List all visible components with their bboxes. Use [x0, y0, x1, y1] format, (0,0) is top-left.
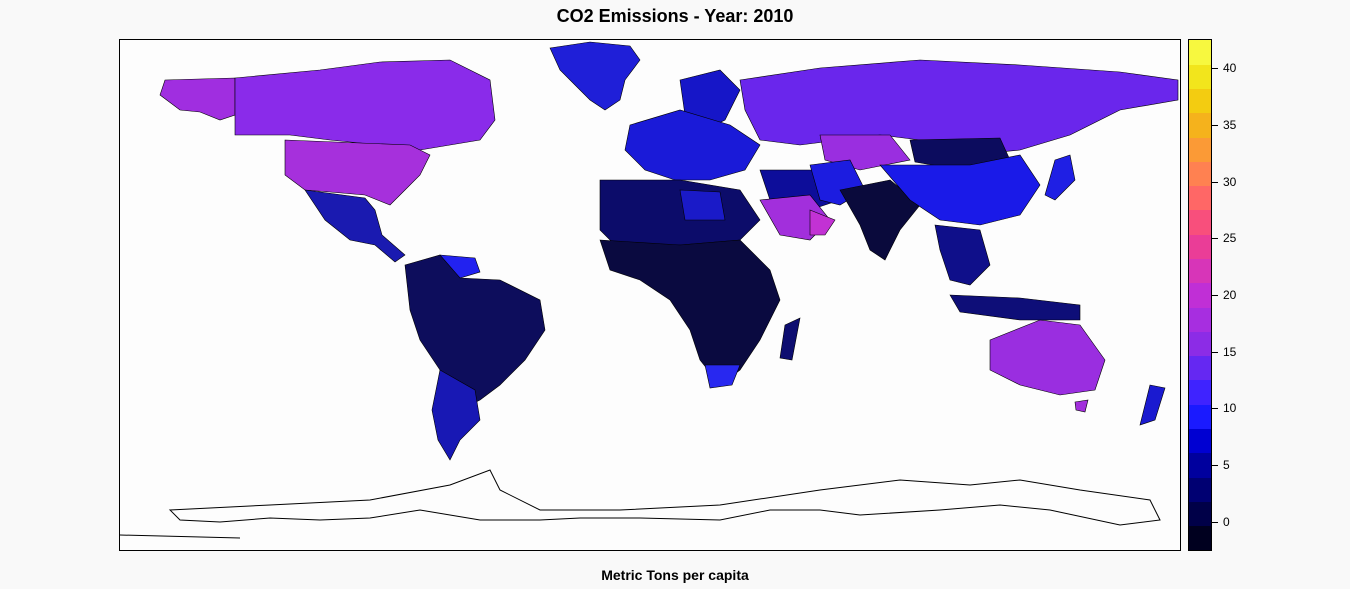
colorbar-band [1189, 234, 1211, 260]
colorbar-band [1189, 428, 1211, 454]
region-libya [679, 189, 726, 221]
region-greenland [549, 41, 641, 111]
region-japan [1044, 154, 1076, 201]
colorbar-tick [1212, 408, 1218, 410]
colorbar-band [1189, 452, 1211, 478]
colorbar-band [1189, 210, 1211, 235]
colorbar-tick [1212, 125, 1218, 126]
region-africa [599, 239, 781, 386]
colorbar-tick [1212, 68, 1218, 70]
region-usa [284, 139, 431, 206]
colorbar-tick-label: 5 [1223, 458, 1230, 472]
colorbar-tick-label: 25 [1223, 231, 1237, 246]
region-alaska [159, 77, 236, 121]
region-antarctica [120, 469, 1161, 539]
colorbar-band [1189, 88, 1211, 114]
colorbar-tick [1212, 181, 1218, 183]
region-argentina-chile [431, 369, 481, 461]
legend-label: Metric Tons per capita [601, 567, 749, 583]
colorbar-band [1189, 307, 1211, 332]
colorbar [1188, 39, 1212, 551]
colorbar-tick [1212, 351, 1218, 353]
colorbar-band [1189, 40, 1211, 65]
colorbar-band [1189, 185, 1211, 211]
colorbar-band [1189, 161, 1211, 187]
colorbar-band [1189, 112, 1211, 138]
colorbar-band [1189, 404, 1211, 430]
region-mexico [304, 189, 406, 263]
world-map-svg [120, 41, 1179, 539]
region-south-america [404, 254, 546, 411]
colorbar-tick-label: 30 [1223, 174, 1237, 189]
region-new-zealand [1139, 384, 1166, 426]
region-australia [989, 319, 1106, 396]
colorbar-band [1189, 355, 1211, 381]
colorbar-tick [1212, 465, 1218, 466]
colorbar-band [1189, 477, 1211, 502]
colorbar-tick [1212, 238, 1218, 240]
region-madagascar [779, 317, 801, 361]
colorbar-tick-label: 40 [1223, 61, 1237, 76]
world-map [119, 39, 1181, 551]
colorbar-tick-label: 20 [1223, 288, 1237, 302]
region-india [839, 179, 921, 261]
colorbar-tick [1212, 521, 1218, 523]
colorbar-band [1189, 137, 1211, 162]
region-canada [234, 59, 496, 151]
region-russia [739, 59, 1179, 156]
colorbar-band [1189, 380, 1211, 405]
region-china [879, 154, 1041, 226]
colorbar-tick-label: 15 [1223, 344, 1237, 359]
region-indonesia [949, 294, 1081, 321]
colorbar-tick-label: 0 [1223, 514, 1230, 529]
colorbar-band [1189, 258, 1211, 284]
colorbar-band [1189, 282, 1211, 308]
colorbar-tick [1212, 295, 1218, 296]
region-oman [809, 209, 836, 236]
colorbar-band [1189, 331, 1211, 357]
region-tasmania [1074, 399, 1089, 413]
region-europe [624, 109, 761, 181]
colorbar-tick-label: 35 [1223, 118, 1237, 132]
chart-title: CO2 Emissions - Year: 2010 [556, 6, 794, 26]
colorbar-band [1189, 64, 1211, 90]
colorbar-ticks: 0 5 10 15 20 25 30 35 40 [1212, 39, 1252, 551]
region-south-africa [704, 364, 741, 389]
colorbar-band [1189, 525, 1211, 550]
colorbar-band [1189, 501, 1211, 527]
colorbar-tick-label: 10 [1223, 401, 1237, 416]
region-southeast-asia [934, 224, 991, 286]
